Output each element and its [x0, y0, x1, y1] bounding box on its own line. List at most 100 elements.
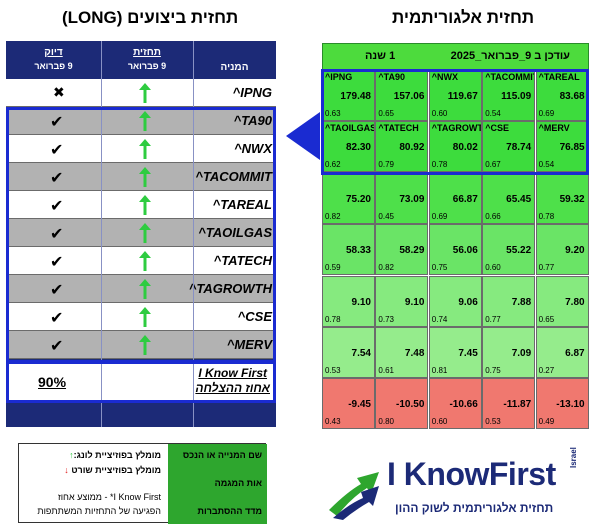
cell-predictability: 0.49	[538, 417, 555, 427]
up-arrow-icon	[139, 307, 151, 327]
cell-signal: 119.67	[447, 91, 478, 102]
forecast-cell: ^TACOMMIT 115.09 0.54	[482, 70, 536, 121]
cell-predictability: 0.43	[325, 417, 341, 427]
forecast-grid-header: עודכן ב 9_פברואר_2025 1 שנה	[322, 43, 589, 70]
cell-signal: 7.80	[565, 296, 585, 308]
cell-ticker: ^NWX	[431, 72, 459, 82]
cell-signal: 9.06	[458, 296, 478, 308]
cell-signal: -11.87	[503, 399, 532, 411]
cell-predictability: 0.77	[538, 263, 555, 273]
performance-row: ^TAOILGAS ✔	[6, 219, 276, 247]
check-icon: ✔	[50, 282, 64, 299]
cell-signal: 179.48	[340, 91, 371, 102]
cell-signal: 7.45	[458, 348, 478, 359]
time-horizon: 1 שנה	[365, 50, 396, 62]
accuracy-column-header: דיוק 9 פברואר	[34, 47, 73, 71]
cell-signal: -9.45	[348, 399, 371, 411]
cell-predictability: 0.78	[431, 160, 448, 170]
logo-tagline: תחזית אלגוריתמית לשוק ההון	[395, 501, 554, 515]
forecast-column-header: תחזית 9 פברואר	[127, 47, 167, 71]
cell-predictability: 0.60	[431, 109, 448, 118]
cell-predictability: 0.60	[485, 263, 501, 273]
column-divider	[101, 41, 102, 427]
cell-predictability: 0.62	[325, 160, 341, 170]
forecast-cell: -9.45 0.43	[322, 378, 375, 430]
up-arrow-icon	[139, 111, 151, 131]
performance-row: ^MERV ✔	[6, 331, 276, 359]
cell-ticker: ^TAREAL	[538, 72, 580, 82]
check-icon: ✔	[50, 226, 64, 243]
cell-predictability: 0.74	[431, 314, 448, 324]
accuracy-summary-row: 90% I Know First אחוז ההצלחה	[6, 363, 276, 403]
cell-ticker: ^TATECH	[378, 123, 419, 134]
performance-table-footer	[6, 403, 276, 427]
up-arrow-icon	[139, 279, 151, 299]
cell-ticker: ^TAOILGAS	[325, 123, 375, 134]
forecast-cell: -11.87 0.53	[482, 378, 536, 430]
forecast-cell: 6.87 0.27	[535, 327, 589, 378]
performance-row: ^TACOMMIT ✔	[6, 163, 276, 191]
check-icon: ✔	[50, 310, 64, 327]
cell-signal: 157.06	[393, 91, 425, 102]
cell-predictability: 0.53	[325, 366, 341, 375]
cell-signal: 58.29	[399, 245, 425, 257]
cell-signal: 59.32	[559, 193, 585, 205]
up-arrow-icon	[139, 195, 151, 215]
cell-ticker: ^TACOMMIT	[485, 72, 536, 82]
forecast-cell: 65.45 0.66	[482, 172, 536, 224]
forecast-cell: -13.10 0.49	[535, 378, 589, 430]
cell-predictability: 0.61	[378, 366, 394, 375]
asset-name: ^TAGROWTH	[188, 281, 272, 296]
cross-icon: ✖	[53, 84, 65, 100]
asset-name: ^IPNG	[232, 85, 272, 100]
cell-predictability: 0.45	[378, 211, 394, 221]
cell-predictability: 0.82	[378, 263, 394, 273]
asset-name: ^NWX	[234, 141, 272, 156]
legend-long: מומלץ בפוזיציית לונג:↑	[69, 450, 161, 460]
up-arrow-icon	[139, 83, 151, 103]
legend-short: מומלץ בפוזיציית שורט ↓	[64, 465, 161, 475]
asset-name: ^TAOILGAS	[198, 225, 272, 240]
cell-ticker: ^CSE	[485, 123, 509, 134]
legend-ikf-note-2: הפגיעה של התחזיות המשתתפות	[37, 506, 161, 516]
forecast-cell: 9.06 0.74	[428, 275, 482, 327]
left-panel-title: תחזית ביצועים (LONG)	[62, 8, 239, 27]
cell-predictability: 0.54	[485, 109, 501, 118]
column-divider	[193, 41, 194, 427]
forecast-cell: 58.33 0.59	[322, 224, 375, 276]
cell-signal: 78.74	[506, 142, 532, 154]
up-arrow-icon	[139, 167, 151, 187]
pointer-arrow-icon	[286, 112, 320, 160]
cell-signal: 7.48	[404, 348, 425, 359]
update-date: עודכן ב 9_פברואר_2025	[450, 50, 570, 62]
down-arrow-icon: ↓	[64, 465, 69, 475]
forecast-cell: ^TA90 157.06 0.65	[375, 70, 429, 121]
up-arrow-icon	[139, 251, 151, 271]
forecast-cell: 7.54 0.53	[322, 327, 375, 378]
check-icon: ✔	[50, 142, 64, 159]
cell-predictability: 0.73	[378, 314, 394, 324]
cell-predictability: 0.69	[431, 211, 448, 221]
cell-signal: 7.54	[351, 348, 371, 359]
cell-signal: -10.50	[396, 399, 425, 411]
cell-signal: 56.06	[452, 245, 478, 257]
forecast-cell: ^TATECH 80.92 0.79	[375, 121, 429, 173]
cell-predictability: 0.59	[325, 263, 341, 273]
forecast-cell: 59.32 0.78	[535, 172, 589, 224]
top-signals-highlight-box	[321, 69, 589, 175]
cell-signal: 73.09	[399, 193, 425, 205]
cell-predictability: 0.54	[538, 160, 555, 170]
cell-signal: 9.20	[565, 245, 585, 257]
company-column-header: המניה	[220, 62, 249, 73]
legend-sample-cell	[168, 444, 267, 524]
forecast-cell: -10.66 0.60	[428, 378, 482, 430]
asset-name: ^TATECH	[213, 253, 272, 268]
forecast-cell: 56.06 0.75	[428, 224, 482, 276]
cell-predictability: 0.65	[538, 314, 555, 324]
asset-name: ^CSE	[237, 309, 272, 324]
asset-name: ^TACOMMIT	[195, 169, 272, 184]
forecast-cell: 66.87 0.69	[428, 172, 482, 224]
cell-signal: -10.66	[449, 399, 478, 411]
cell-predictability: 0.80	[378, 417, 394, 427]
cell-ticker: ^MERV	[538, 123, 570, 134]
